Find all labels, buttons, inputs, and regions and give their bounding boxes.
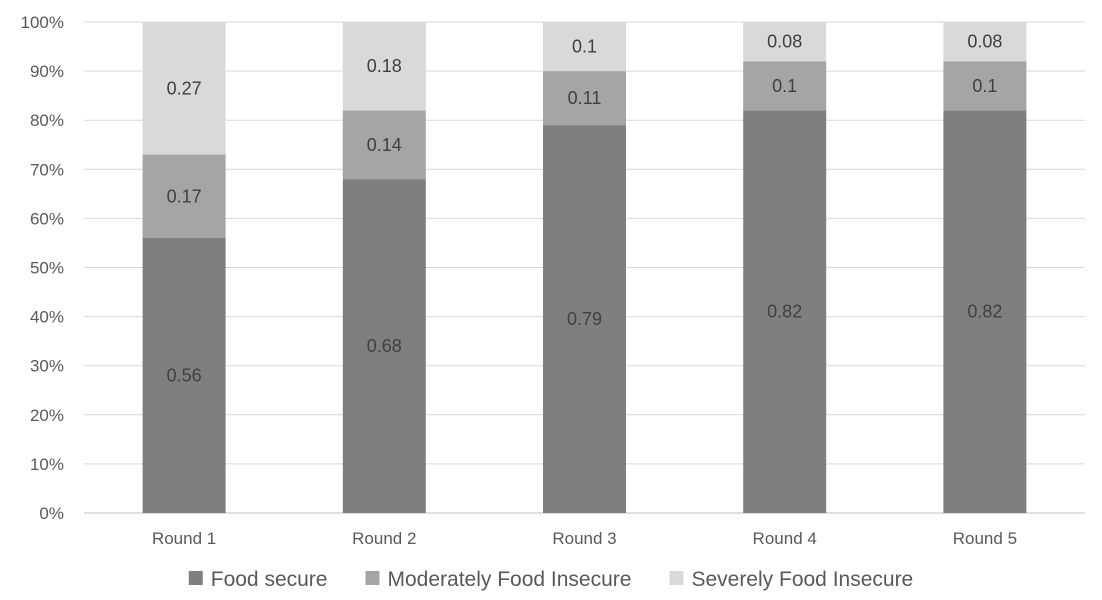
x-tick-label: Round 5 — [953, 529, 1017, 548]
bar-segment — [543, 125, 626, 514]
legend-label: Moderately Food Insecure — [387, 568, 631, 591]
data-label: 0.08 — [967, 32, 1002, 52]
legend-swatch — [188, 571, 203, 585]
y-tick-label: 20% — [30, 406, 64, 425]
legend-label: Severely Food Insecure — [691, 568, 913, 591]
data-label: 0.18 — [367, 56, 402, 76]
bar-segment — [342, 22, 426, 111]
data-label: 0.82 — [767, 302, 802, 322]
legend: Food secure Moderately Food Insecure Sever… — [188, 568, 913, 591]
legend-item: Moderately Food Insecure — [365, 568, 631, 591]
bar-segment — [142, 154, 226, 239]
y-tick-label: 90% — [30, 62, 64, 81]
bar-segment — [743, 61, 827, 111]
bar-segment — [743, 22, 827, 62]
x-tick-label: Round 3 — [552, 529, 616, 548]
bar-segment — [743, 110, 827, 513]
x-tick-label: Round 2 — [352, 529, 416, 548]
data-label: 0.27 — [167, 78, 202, 98]
x-tick-label: Round 1 — [152, 529, 216, 548]
data-label: 0.1 — [572, 37, 597, 57]
legend-item: Food secure — [188, 568, 328, 591]
bar-segment — [142, 238, 226, 514]
data-label: 0.56 — [167, 366, 202, 386]
data-label: 0.1 — [772, 76, 797, 96]
data-label: 0.14 — [367, 135, 402, 155]
y-tick-label: 100% — [21, 13, 64, 32]
y-tick-label: 60% — [30, 209, 64, 228]
legend-swatch — [365, 571, 380, 585]
data-label: 0.17 — [167, 186, 202, 206]
bars: 0.56 0.17 0.27 0.68 0.14 0.18 0.79 0.11 0.1 0.82 0… — [142, 22, 1027, 514]
data-label: 0.68 — [367, 336, 402, 356]
bar-segment — [943, 110, 1027, 513]
bar-segment — [342, 110, 426, 180]
legend-swatch — [669, 571, 684, 585]
y-axis: 0% 10% 20% 30% 40% 50% 60% 70% 80% 90% 100% — [21, 13, 64, 523]
y-tick-label: 30% — [30, 357, 64, 376]
legend-label: Food secure — [211, 568, 328, 591]
x-axis: Round 1 Round 2 Round 3 Round 4 Round 5 — [152, 529, 1017, 548]
bar-segment — [543, 71, 626, 126]
data-label: 0.11 — [568, 88, 602, 108]
bar-segment — [943, 61, 1027, 111]
y-tick-label: 80% — [30, 111, 64, 130]
legend-item: Severely Food Insecure — [669, 568, 913, 591]
bar-segment — [142, 22, 226, 155]
data-label: 0.79 — [567, 309, 602, 329]
y-tick-label: 40% — [30, 308, 64, 327]
data-label: 0.1 — [972, 76, 997, 96]
x-tick-label: Round 4 — [753, 529, 817, 548]
y-tick-label: 50% — [30, 259, 64, 278]
y-tick-label: 0% — [39, 504, 64, 523]
data-label: 0.82 — [967, 302, 1002, 322]
y-tick-label: 10% — [30, 455, 64, 474]
y-tick-label: 70% — [30, 160, 64, 179]
bar-segment — [543, 22, 626, 72]
bar-segment — [342, 179, 426, 513]
data-label: 0.08 — [767, 32, 802, 52]
bar-segment — [943, 22, 1027, 62]
